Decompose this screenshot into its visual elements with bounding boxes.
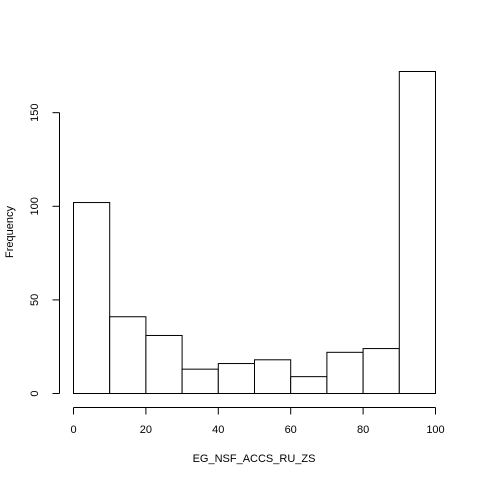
y-tick-label: 150	[29, 104, 41, 122]
y-axis-title: Frequency	[4, 206, 16, 258]
x-tick-label: 40	[212, 424, 224, 436]
y-tick-label: 100	[29, 197, 41, 215]
histogram-bars	[73, 71, 436, 395]
histogram-bar	[254, 359, 292, 395]
histogram-bar	[326, 351, 364, 395]
x-tick-label: 100	[426, 424, 444, 436]
histogram-bar	[290, 376, 328, 394]
histogram-bar	[109, 316, 147, 394]
histogram-bar	[181, 368, 219, 394]
histogram-bar	[217, 363, 256, 394]
y-tick-label: 50	[29, 294, 41, 306]
y-tick-label: 0	[29, 390, 41, 396]
x-tick-label: 80	[357, 424, 369, 436]
x-tick-label: 20	[140, 424, 152, 436]
histogram-bar	[362, 348, 400, 394]
x-tick-label: 0	[70, 424, 76, 436]
histogram-bar	[398, 71, 436, 394]
x-axis: 0 20 40 60 80 100	[70, 407, 445, 436]
histogram-bar	[145, 334, 183, 395]
histogram-bar	[73, 202, 111, 394]
y-axis: 0 50 100 150	[29, 104, 60, 397]
x-tick-label: 60	[285, 424, 297, 436]
x-axis-title: EG_NSF_ACCS_RU_ZS	[193, 453, 316, 465]
